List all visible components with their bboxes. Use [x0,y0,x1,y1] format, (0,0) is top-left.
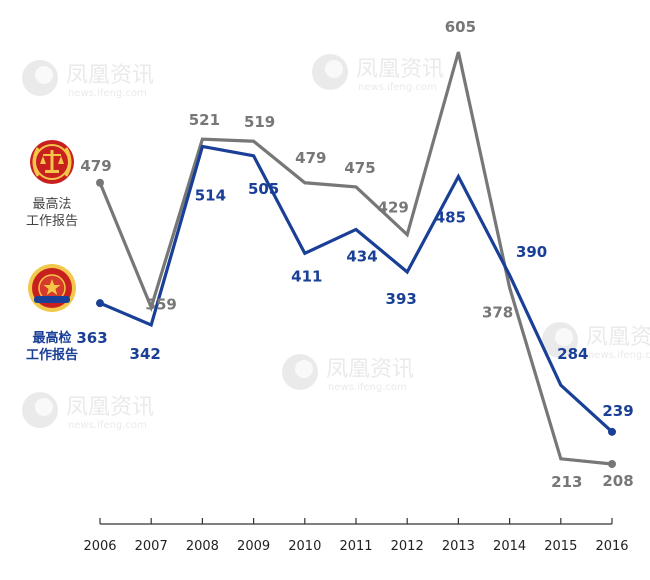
procuratorate-data-label: 284 [557,345,588,363]
court-data-label: 479 [295,149,326,167]
series-layer [96,51,616,468]
procuratorate-legend-label: 最高检 工作报告 [12,330,92,364]
watermark-url: news.ifeng.com [358,82,437,93]
procuratorate-data-label: 505 [248,180,279,198]
watermark-url: news.ifeng.com [68,420,147,431]
court-data-label: 475 [344,159,375,177]
watermark-url: news.ifeng.com [328,382,407,393]
court-data-label: 521 [189,111,220,129]
court-data-label: 479 [80,157,111,175]
series-endpoint-marker [96,299,104,308]
x-tick-label: 2008 [186,539,219,554]
watermark-text: 凤凰资讯 [66,395,154,420]
supreme-court-emblem-icon [30,140,74,184]
procuratorate-data-label: 393 [386,290,417,308]
x-tick-label: 2013 [442,539,475,554]
data-labels-layer: 479 359 521 519 479 475 429 605 378 213 208 363 342 5… [76,18,633,491]
watermark-layer: 凤凰资讯news.ifeng.com凤凰资讯news.ifeng.com凤凰资讯… [22,54,650,431]
x-tick-label: 2006 [83,539,116,554]
procuratorate-legend-line1: 最高检 [32,331,72,346]
procuratorate-data-label: 342 [130,345,161,363]
court-data-label: 378 [482,304,513,322]
x-tick-label: 2015 [544,539,577,554]
x-tick-label: 2014 [493,539,526,554]
x-tick-label: 2007 [135,539,168,554]
x-axis: 2006 2007 2008 2009 2010 2011 2012 2013 2014 2015… [83,518,629,554]
x-tick-label: 2016 [595,539,628,554]
x-tick-label: 2011 [339,539,372,554]
procuratorate-data-label: 485 [435,209,466,227]
watermark-text: 凤凰资讯 [326,357,414,382]
court-data-label: 519 [244,113,275,131]
supreme-procuratorate-emblem-icon [28,264,76,312]
series-endpoint-marker [96,178,104,187]
procuratorate-series-line [99,144,614,434]
court-data-label: 213 [551,473,582,491]
procuratorate-data-label: 434 [346,247,377,265]
procuratorate-data-label: 363 [76,329,107,347]
watermark-text: 凤凰资讯 [586,325,650,350]
court-data-label: 359 [146,295,177,313]
x-tick-label: 2012 [391,539,424,554]
court-legend-label: 最高法 工作报告 [12,196,92,230]
watermark-text: 凤凰资讯 [356,57,444,82]
watermark-url: news.ifeng.com [68,88,147,99]
court-data-label: 605 [445,18,476,36]
x-tick-label: 2009 [237,539,270,554]
watermark-text: 凤凰资讯 [66,63,154,88]
x-tick-label: 2010 [288,539,321,554]
watermark-url: news.ifeng.com [588,350,650,361]
court-data-label: 429 [378,199,409,217]
procuratorate-data-label: 390 [516,243,547,261]
procuratorate-data-label: 411 [291,267,322,285]
series-endpoint-marker [608,427,616,436]
procuratorate-legend-line2: 工作报告 [25,348,78,363]
court-legend-line1: 最高法 [32,197,72,212]
court-data-label: 208 [602,472,633,490]
court-legend-line2: 工作报告 [25,214,78,229]
court-series-line [98,51,613,466]
procuratorate-data-label: 239 [602,402,633,420]
series-endpoint-marker [608,460,616,468]
procuratorate-data-label: 514 [195,186,226,204]
